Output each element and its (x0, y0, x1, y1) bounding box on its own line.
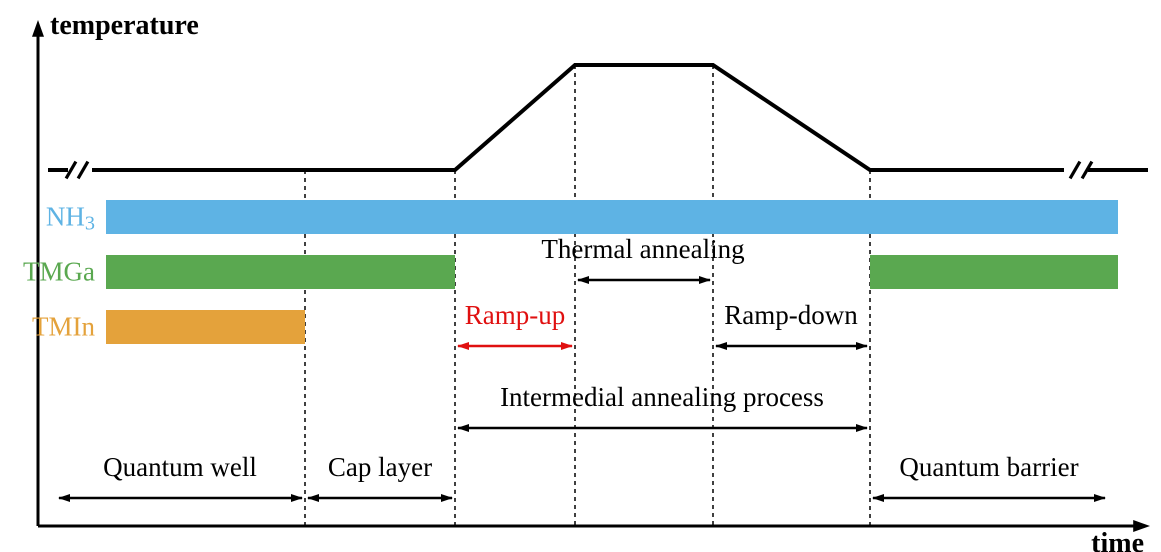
range-label-quantum-well: Quantum well (103, 452, 257, 482)
precursor-bars: NH3 TMGa TMIn (23, 200, 1118, 344)
x-axis-label: time (1091, 528, 1144, 552)
precursor-label-nh3: NH3 (46, 202, 95, 235)
range-label-cap-layer: Cap layer (328, 452, 432, 482)
range-intermedial: Intermedial annealing process (457, 382, 868, 432)
range-label-quantum-barrier: Quantum barrier (899, 452, 1078, 482)
range-label-ramp-up: Ramp-up (465, 300, 566, 330)
range-label-thermal-annealing: Thermal annealing (541, 234, 744, 264)
range-thermal-annealing: Thermal annealing (541, 234, 744, 284)
temperature-profile (48, 65, 1148, 178)
range-ramp-down: Ramp-down (715, 300, 868, 350)
range-quantum-barrier: Quantum barrier (872, 452, 1106, 502)
range-label-ramp-down: Ramp-down (724, 300, 858, 330)
precursor-bar-tmga (106, 255, 455, 289)
precursor-label-tmin: TMIn (32, 312, 95, 342)
range-ramp-up: Ramp-up (457, 300, 573, 350)
precursor-bar-tmga (870, 255, 1118, 289)
precursor-label-tmga: TMGa (23, 257, 95, 287)
range-cap-layer: Cap layer (307, 452, 453, 502)
process-diagram: temperature time NH3 TMGa TMIn Thermal anneal… (0, 0, 1161, 552)
range-quantum-well: Quantum well (58, 452, 303, 502)
precursor-bar-tmin (106, 310, 305, 344)
range-label-intermedial: Intermedial annealing process (500, 382, 824, 412)
precursor-bar-nh3 (106, 200, 1118, 234)
y-axis-label: temperature (50, 10, 199, 41)
